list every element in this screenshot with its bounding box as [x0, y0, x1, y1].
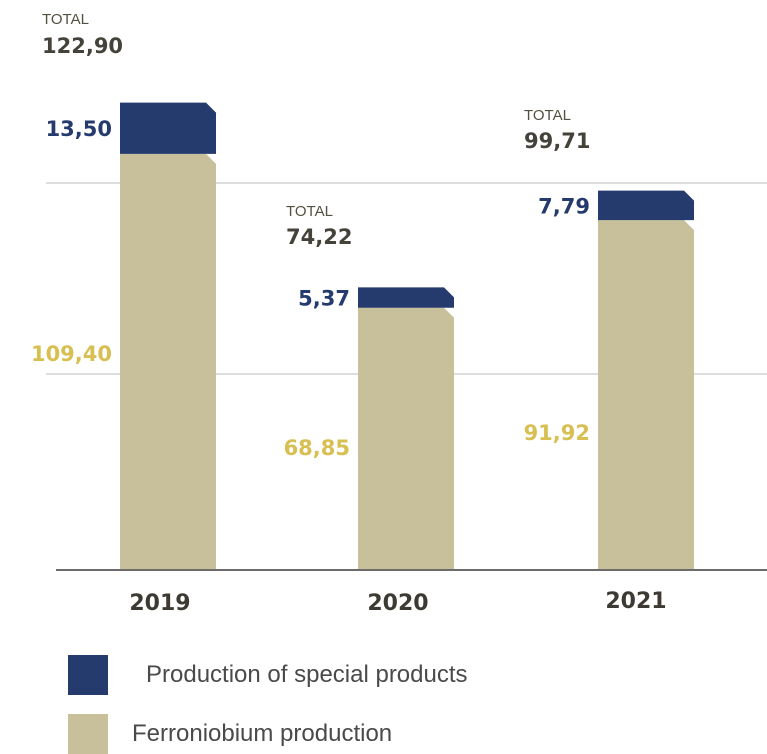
- category-label-2021: 2021: [605, 589, 666, 614]
- total-caption-2021: TOTAL: [524, 107, 571, 124]
- label-ferroniobium-2020: 68,85: [284, 436, 350, 460]
- bar-ferroniobium-2019: [120, 153, 216, 569]
- label-special-2021: 7,79: [538, 194, 590, 218]
- total-value-2021: 99,71: [524, 129, 590, 153]
- bar-special-2019: [120, 102, 216, 154]
- legend-item-special: Production of special products: [68, 655, 468, 695]
- bar-ferroniobium-2020: [358, 307, 454, 569]
- legend-swatch-special: [68, 655, 108, 695]
- label-special-2020: 5,37: [298, 287, 350, 311]
- category-label-2020: 2020: [367, 591, 428, 616]
- total-caption-2019: TOTAL: [42, 11, 89, 28]
- total-value-2019: 122,90: [42, 34, 123, 58]
- bar-special-2020: [358, 287, 454, 308]
- legend-swatch-ferroniobium: [68, 714, 108, 754]
- bar-special-2021: [598, 190, 694, 221]
- bar-ferroniobium-2021: [598, 220, 694, 569]
- label-ferroniobium-2021: 91,92: [524, 421, 590, 445]
- category-label-2019: 2019: [129, 591, 190, 616]
- legend-item-ferroniobium: Ferroniobium production: [68, 714, 392, 754]
- legend-label-ferroniobium: Ferroniobium production: [132, 720, 393, 747]
- stacked-bar-chart: 13,50 109,40 2019 5,37 68,85 2020 7,79 91,92 202…: [31, 11, 767, 616]
- total-value-2020: 74,22: [286, 225, 352, 249]
- total-caption-2020: TOTAL: [286, 203, 333, 220]
- label-special-2019: 13,50: [46, 117, 112, 141]
- label-ferroniobium-2019: 109,40: [31, 342, 112, 366]
- legend-label-special: Production of special products: [146, 661, 468, 688]
